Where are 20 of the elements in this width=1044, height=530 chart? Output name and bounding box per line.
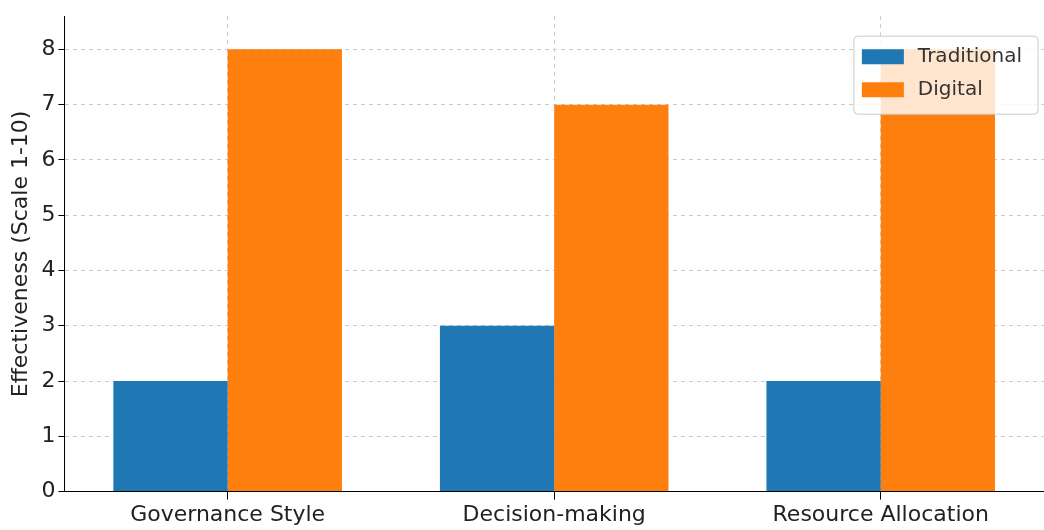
bar (554, 104, 669, 492)
y-tick-label: 8 (41, 35, 56, 61)
bar (113, 381, 228, 492)
legend-label: Traditional (916, 43, 1023, 68)
x-tick-label: Resource Allocation (772, 500, 989, 526)
y-tick-label: 1 (41, 422, 56, 448)
legend-label: Digital (917, 76, 983, 101)
bar (766, 381, 881, 492)
y-tick-label: 6 (41, 145, 56, 171)
y-axis-title: Effectiveness (Scale 1-10) (6, 110, 32, 398)
x-tick-label: Governance Style (130, 500, 326, 526)
y-tick-label: 4 (41, 256, 56, 282)
x-tick-label: Decision-making (462, 500, 646, 526)
y-tick-label: 3 (41, 311, 56, 337)
bar (227, 49, 342, 492)
y-tick-label: 2 (41, 366, 56, 392)
y-tick-label: 7 (41, 90, 56, 116)
y-tick-label: 5 (41, 200, 56, 226)
y-tick-label: 0 (41, 477, 56, 503)
bar (439, 325, 555, 492)
